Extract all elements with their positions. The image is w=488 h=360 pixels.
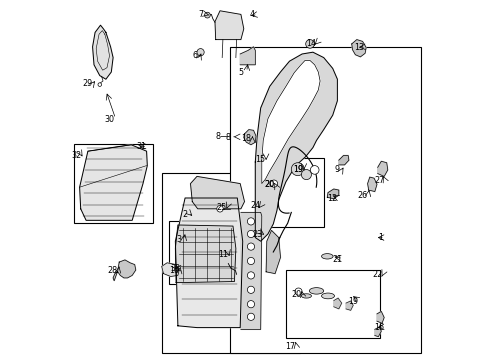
Polygon shape	[374, 327, 381, 337]
Circle shape	[247, 301, 254, 308]
Polygon shape	[215, 11, 244, 40]
Bar	[257, 158, 323, 227]
Text: 4: 4	[249, 10, 254, 19]
Text: 9: 9	[334, 166, 339, 175]
Text: 2: 2	[182, 210, 187, 219]
Circle shape	[247, 313, 254, 320]
Text: 22: 22	[372, 270, 382, 279]
Text: 20: 20	[264, 180, 273, 189]
Bar	[168, 221, 239, 284]
Bar	[73, 144, 152, 223]
Text: 6: 6	[192, 51, 197, 60]
Text: 24: 24	[250, 202, 260, 210]
Polygon shape	[92, 25, 113, 79]
Polygon shape	[333, 298, 341, 309]
Ellipse shape	[321, 253, 332, 259]
Bar	[230, 47, 420, 353]
Circle shape	[305, 40, 314, 48]
Circle shape	[247, 286, 254, 293]
Circle shape	[204, 12, 210, 18]
Polygon shape	[326, 189, 338, 199]
Text: 19: 19	[347, 297, 358, 306]
Polygon shape	[162, 263, 179, 276]
Text: 3: 3	[176, 235, 181, 244]
Text: 13: 13	[353, 43, 363, 52]
Polygon shape	[367, 177, 376, 192]
Polygon shape	[113, 260, 136, 281]
Polygon shape	[265, 230, 280, 274]
Polygon shape	[261, 60, 320, 184]
Text: 7: 7	[198, 10, 203, 19]
Text: 17: 17	[285, 342, 295, 351]
Text: 12: 12	[326, 194, 337, 203]
Ellipse shape	[301, 294, 311, 298]
Circle shape	[247, 257, 254, 265]
Text: 8—: 8—	[215, 132, 228, 141]
Polygon shape	[80, 145, 147, 220]
Polygon shape	[351, 40, 366, 57]
Text: 26: 26	[357, 191, 367, 199]
Polygon shape	[175, 198, 242, 328]
Text: 15: 15	[255, 155, 265, 163]
Polygon shape	[338, 156, 348, 165]
Text: 11: 11	[218, 251, 227, 259]
Text: 20: 20	[291, 289, 301, 299]
Polygon shape	[241, 212, 261, 329]
Text: 27: 27	[373, 176, 384, 185]
Polygon shape	[244, 130, 256, 145]
Text: 20: 20	[264, 180, 273, 189]
Polygon shape	[190, 176, 244, 209]
Text: 18: 18	[241, 134, 251, 143]
Bar	[285, 270, 379, 338]
Text: 31: 31	[136, 142, 146, 151]
Text: 8: 8	[225, 133, 230, 142]
Circle shape	[294, 288, 302, 295]
Circle shape	[310, 166, 318, 174]
Circle shape	[301, 170, 311, 180]
Text: 14: 14	[305, 40, 315, 49]
Polygon shape	[240, 47, 255, 65]
Bar	[162, 173, 300, 353]
Text: 19: 19	[293, 166, 303, 175]
Text: 16: 16	[373, 323, 383, 332]
Polygon shape	[377, 161, 387, 176]
Text: 21: 21	[332, 255, 342, 264]
Polygon shape	[255, 52, 337, 241]
Circle shape	[197, 49, 204, 56]
Text: 19: 19	[293, 166, 303, 175]
Circle shape	[247, 218, 254, 225]
Text: 10: 10	[169, 266, 179, 275]
Polygon shape	[346, 301, 352, 310]
Circle shape	[270, 180, 277, 187]
Ellipse shape	[321, 293, 334, 299]
Circle shape	[247, 272, 254, 279]
Text: 5: 5	[238, 68, 244, 77]
Circle shape	[98, 83, 102, 86]
Text: 1: 1	[377, 233, 382, 242]
Circle shape	[247, 243, 254, 250]
Text: 23: 23	[251, 230, 262, 239]
Ellipse shape	[309, 288, 323, 294]
Text: 32: 32	[71, 151, 81, 160]
Text: 30: 30	[104, 115, 114, 124]
Polygon shape	[376, 311, 384, 323]
Circle shape	[216, 206, 223, 212]
Text: 29: 29	[82, 79, 93, 88]
Text: 33: 33	[170, 264, 180, 274]
Circle shape	[291, 163, 304, 176]
Text: 28: 28	[107, 266, 117, 275]
Text: 25: 25	[216, 203, 226, 212]
Polygon shape	[175, 225, 235, 283]
Circle shape	[247, 230, 254, 238]
